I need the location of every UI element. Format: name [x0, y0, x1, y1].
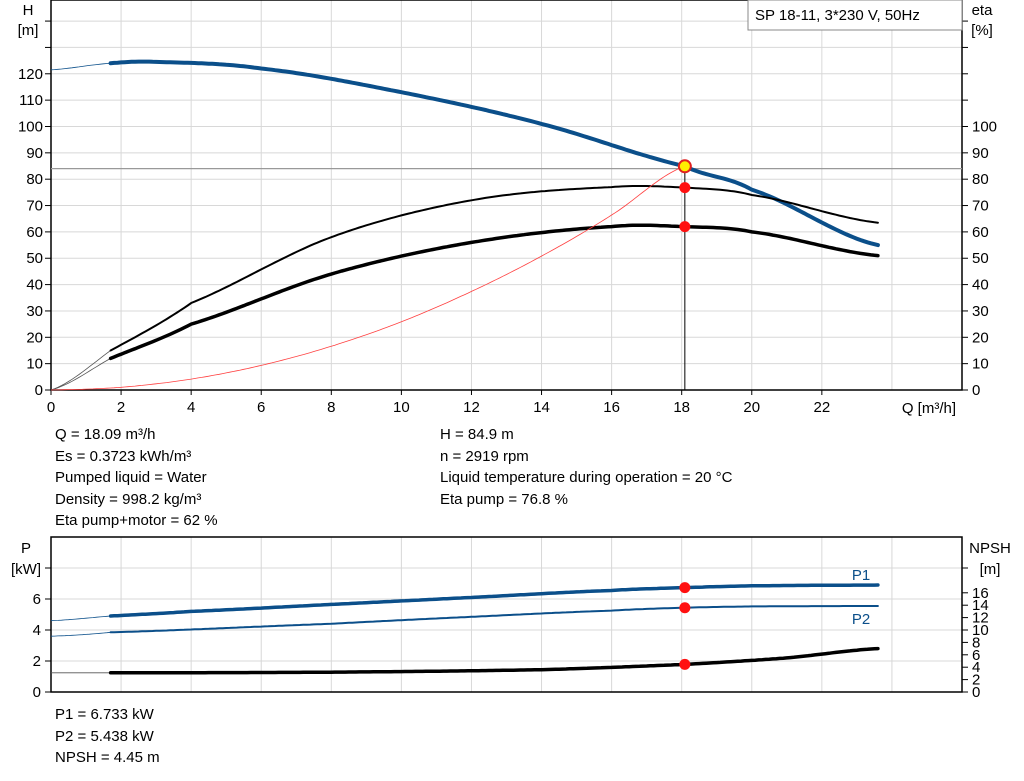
y-tick-label-left: 4	[33, 622, 41, 639]
y-tick-label-left: 90	[26, 145, 43, 162]
duty-point-eta-pump-motor	[679, 221, 691, 233]
p1-curve-extension	[50, 615, 111, 622]
y-tick-label-right: 4	[972, 659, 980, 676]
y-tick-label-right: 2	[972, 672, 980, 689]
x-tick-label: 6	[257, 399, 265, 416]
y-tick-label-right: 16	[972, 585, 989, 602]
plot-frame-top	[50, 0, 963, 391]
x-axis-label: Q [m³/h]	[902, 400, 956, 417]
info-p2: P2 = 5.438 kW	[55, 727, 154, 745]
x-tick-label: 4	[187, 399, 195, 416]
eta-pump-motor-curve	[108, 223, 880, 361]
y-axis-label-left: P	[21, 540, 31, 557]
eta-pump-curve	[109, 185, 879, 352]
x-tick-label: 16	[603, 399, 620, 416]
y-tick-label-left: 0	[35, 382, 43, 399]
info-bottom: P1 = 6.733 kW P2 = 5.438 kW NPSH = 4.45 …	[55, 704, 160, 769]
y-axis-label-left: H	[23, 2, 34, 19]
legend-box	[747, 0, 963, 31]
y-tick-label-right: 80	[972, 171, 989, 188]
x-tick-label: 18	[673, 399, 690, 416]
y-axis-unit-right: [%]	[971, 22, 993, 39]
y-tick-label-right: 100	[972, 118, 997, 135]
x-tick-label: 0	[47, 399, 55, 416]
y-tick-label-left: 20	[26, 329, 43, 346]
y-tick-label-right: 30	[972, 303, 989, 320]
info-q: Q = 18.09 m³/h	[55, 426, 156, 443]
x-tick-label: 10	[393, 399, 410, 416]
y-tick-label-right: 0	[972, 382, 980, 399]
y-axis-unit-left: [kW]	[11, 561, 41, 578]
y-tick-label-left: 80	[26, 171, 43, 188]
y-tick-label-right: 8	[972, 634, 980, 651]
y-tick-label-right: 6	[972, 647, 980, 664]
info-p1: P1 = 6.733 kW	[55, 706, 154, 723]
info-density: Density = 998.2 kg/m³	[55, 490, 202, 508]
chart-title: SP 18-11, 3*230 V, 50Hz	[755, 7, 920, 24]
y-tick-label-left: 40	[26, 277, 43, 294]
y-tick-label-left: 50	[26, 250, 43, 267]
y-tick-label-left: 10	[26, 356, 43, 373]
info-left: Q = 18.09 m³/h Es = 0.3723 kWh/m³ Pumped…	[55, 424, 218, 532]
info-h: H = 84.9 m	[440, 426, 514, 443]
y-tick-label-left: 2	[33, 653, 41, 670]
info-es: Es = 0.3723 kWh/m³	[55, 447, 192, 465]
y-tick-label-right: 0	[972, 684, 980, 701]
x-tick-label: 2	[117, 399, 125, 416]
x-tick-label: 22	[814, 399, 831, 416]
y-tick-label-left: 100	[18, 118, 43, 135]
x-tick-label: 20	[743, 399, 760, 416]
x-tick-label: 14	[533, 399, 550, 416]
H-curve-extension	[50, 62, 111, 71]
info-n: n = 2919 rpm	[440, 447, 529, 465]
duty-point-p1	[679, 582, 691, 594]
y-tick-label-right: 10	[972, 622, 989, 639]
p1-curve	[108, 583, 880, 618]
info-npsh: NPSH = 4.45 m	[55, 749, 160, 766]
y-tick-label-right: 12	[972, 610, 989, 627]
eta_pump-curve-extension	[50, 350, 111, 391]
y-tick-label-left: 30	[26, 303, 43, 320]
plot-frame-bottom	[50, 536, 963, 693]
x-tick-label: 12	[463, 399, 480, 416]
duty-point-npsh	[679, 658, 691, 670]
y-tick-label-right: 10	[972, 356, 989, 373]
y-tick-label-right: 14	[972, 597, 989, 614]
y-tick-label-right: 60	[972, 224, 989, 241]
legend-p2: P2	[852, 611, 870, 628]
y-axis-label-right: NPSH	[969, 540, 1011, 557]
y-tick-label-left: 0	[33, 684, 41, 701]
y-tick-label-right: 40	[972, 277, 989, 294]
y-tick-label-right: 90	[972, 145, 989, 162]
y-tick-label-left: 60	[26, 224, 43, 241]
y-tick-label-left: 110	[19, 92, 43, 109]
info-right: H = 84.9 m n = 2919 rpm Liquid temperatu…	[440, 424, 732, 510]
y-tick-label-right: 20	[972, 329, 989, 346]
y-axis-unit-right: [m]	[980, 561, 1001, 578]
eta_pump_motor-curve-extension	[50, 358, 111, 391]
y-tick-label-left: 120	[18, 66, 43, 83]
y-tick-label-left: 6	[33, 591, 41, 608]
duty-point-p2	[679, 602, 691, 614]
y-tick-label-left: 70	[26, 198, 43, 215]
y-tick-label-right: 50	[972, 250, 989, 267]
info-temp: Liquid temperature during operation = 20…	[440, 469, 733, 486]
H-curve	[108, 59, 880, 248]
legend-p1: P1	[852, 567, 870, 584]
y-axis-label-right: eta	[972, 2, 994, 19]
info-eta-pump: Eta pump = 76.8 %	[440, 490, 568, 508]
p2-curve	[109, 605, 879, 634]
y-tick-label-right: 70	[972, 198, 989, 215]
duty-point-eta-pump	[679, 182, 691, 194]
x-tick-label: 8	[327, 399, 335, 416]
system-curve	[50, 167, 682, 391]
info-eta-pump-motor: Eta pump+motor = 62 %	[55, 512, 218, 529]
y-axis-unit-left: [m]	[18, 22, 39, 39]
info-liquid: Pumped liquid = Water	[55, 469, 207, 486]
npsh-curve	[108, 646, 880, 675]
duty-point-head	[677, 159, 692, 174]
p2-curve-extension	[50, 631, 111, 637]
